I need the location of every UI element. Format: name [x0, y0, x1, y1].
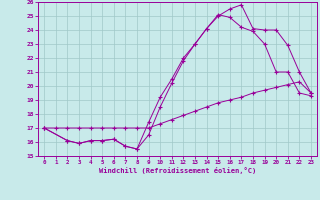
X-axis label: Windchill (Refroidissement éolien,°C): Windchill (Refroidissement éolien,°C) [99, 167, 256, 174]
